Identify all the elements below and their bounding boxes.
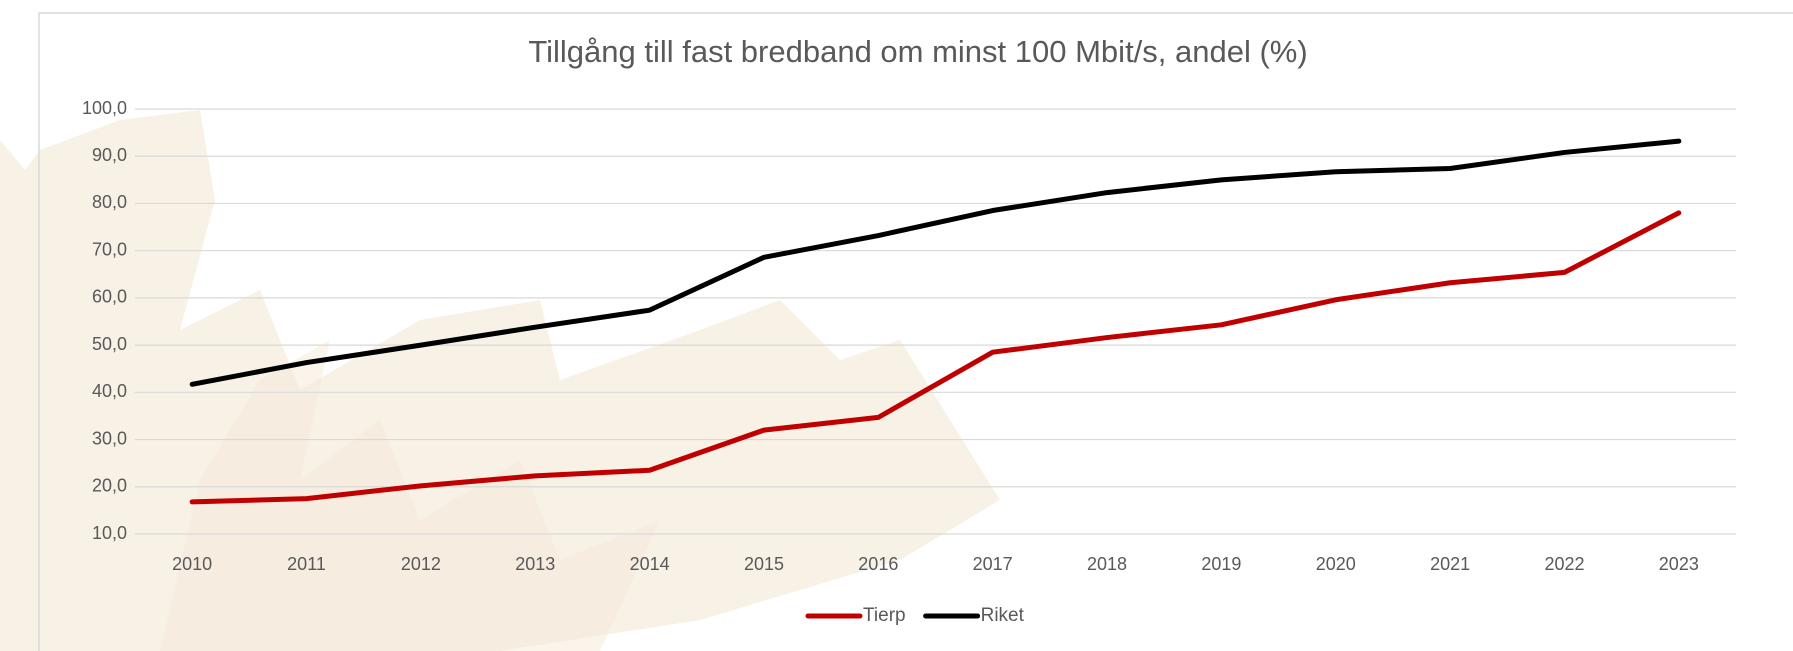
line-series	[189, 210, 1682, 505]
x-tick-label: 2020	[1316, 554, 1356, 574]
flame-shape	[160, 340, 660, 651]
x-tick-label: 2012	[401, 554, 441, 574]
y-tick-label: 60,0	[92, 287, 127, 307]
x-tick-label: 2010	[172, 554, 212, 574]
y-tick-label: 30,0	[92, 428, 127, 448]
x-tick-label: 2022	[1544, 554, 1584, 574]
y-tick-label: 40,0	[92, 381, 127, 401]
x-tick-label: 2021	[1430, 554, 1470, 574]
x-tick-label: 2011	[287, 554, 326, 574]
line-series	[189, 138, 1682, 387]
chart-title: Tillgång till fast bredband om minst 100…	[528, 34, 1307, 69]
x-tick-label: 2013	[515, 554, 555, 574]
y-tick-label: 10,0	[92, 523, 127, 543]
y-tick-label: 80,0	[92, 192, 127, 212]
legend-label: Riket	[981, 605, 1025, 626]
legend-label: Tierp	[863, 605, 906, 626]
x-tick-label: 2016	[858, 554, 898, 574]
x-tick-label: 2018	[1087, 554, 1127, 574]
chart-frame	[38, 12, 1793, 651]
x-tick-label: 2019	[1201, 554, 1241, 574]
background-decoration	[0, 110, 1000, 651]
x-tick-label: 2017	[973, 554, 1013, 574]
y-tick-label: 90,0	[92, 145, 127, 165]
y-tick-label: 70,0	[92, 239, 127, 259]
x-tick-label: 2014	[630, 554, 670, 574]
y-tick-label: 20,0	[92, 476, 127, 496]
flame-shape	[0, 110, 1000, 651]
x-tick-label: 2023	[1659, 554, 1699, 574]
x-tick-label: 2015	[744, 554, 784, 574]
y-tick-label: 50,0	[92, 334, 127, 354]
y-tick-label: 100,0	[82, 98, 127, 118]
